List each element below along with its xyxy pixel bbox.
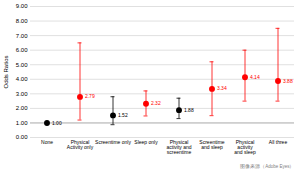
svg-text:1.00: 1.00 [16, 120, 28, 126]
svg-text:Sleep only: Sleep only [134, 139, 158, 145]
svg-text:All three: All three [269, 139, 288, 145]
svg-text:3.34: 3.34 [217, 85, 227, 91]
svg-text:1.00: 1.00 [52, 120, 62, 126]
svg-text:3.88: 3.88 [283, 78, 293, 84]
svg-text:Physicalactivity andscreentime: Physicalactivity andscreentime [166, 139, 191, 155]
svg-text:Screentime only: Screentime only [95, 139, 131, 145]
svg-text:2.00: 2.00 [16, 105, 28, 111]
svg-text:8.00: 8.00 [16, 18, 28, 24]
svg-text:None: None [41, 139, 53, 145]
svg-text:图像来源（Adobe Eyes）: 图像来源（Adobe Eyes） [240, 163, 294, 169]
svg-text:1.88: 1.88 [184, 107, 194, 113]
svg-text:7.00: 7.00 [16, 33, 28, 39]
svg-text:2.32: 2.32 [151, 100, 161, 106]
svg-text:4.00: 4.00 [16, 76, 28, 82]
svg-text:Physicalactivityand sleep: Physicalactivityand sleep [234, 139, 256, 155]
svg-text:5.00: 5.00 [16, 62, 28, 68]
svg-text:1.52: 1.52 [118, 112, 128, 118]
svg-text:2.79: 2.79 [85, 93, 95, 99]
svg-text:3.00: 3.00 [16, 91, 28, 97]
svg-text:0.00: 0.00 [16, 134, 28, 140]
svg-text:9.00: 9.00 [16, 3, 28, 9]
svg-text:Odds Ratios: Odds Ratios [3, 55, 9, 88]
svg-text:Screentimeand sleep: Screentimeand sleep [199, 139, 225, 150]
svg-text:6.00: 6.00 [16, 47, 28, 53]
svg-text:PhysicalActivity only: PhysicalActivity only [67, 139, 94, 150]
svg-text:4.14: 4.14 [250, 74, 260, 80]
